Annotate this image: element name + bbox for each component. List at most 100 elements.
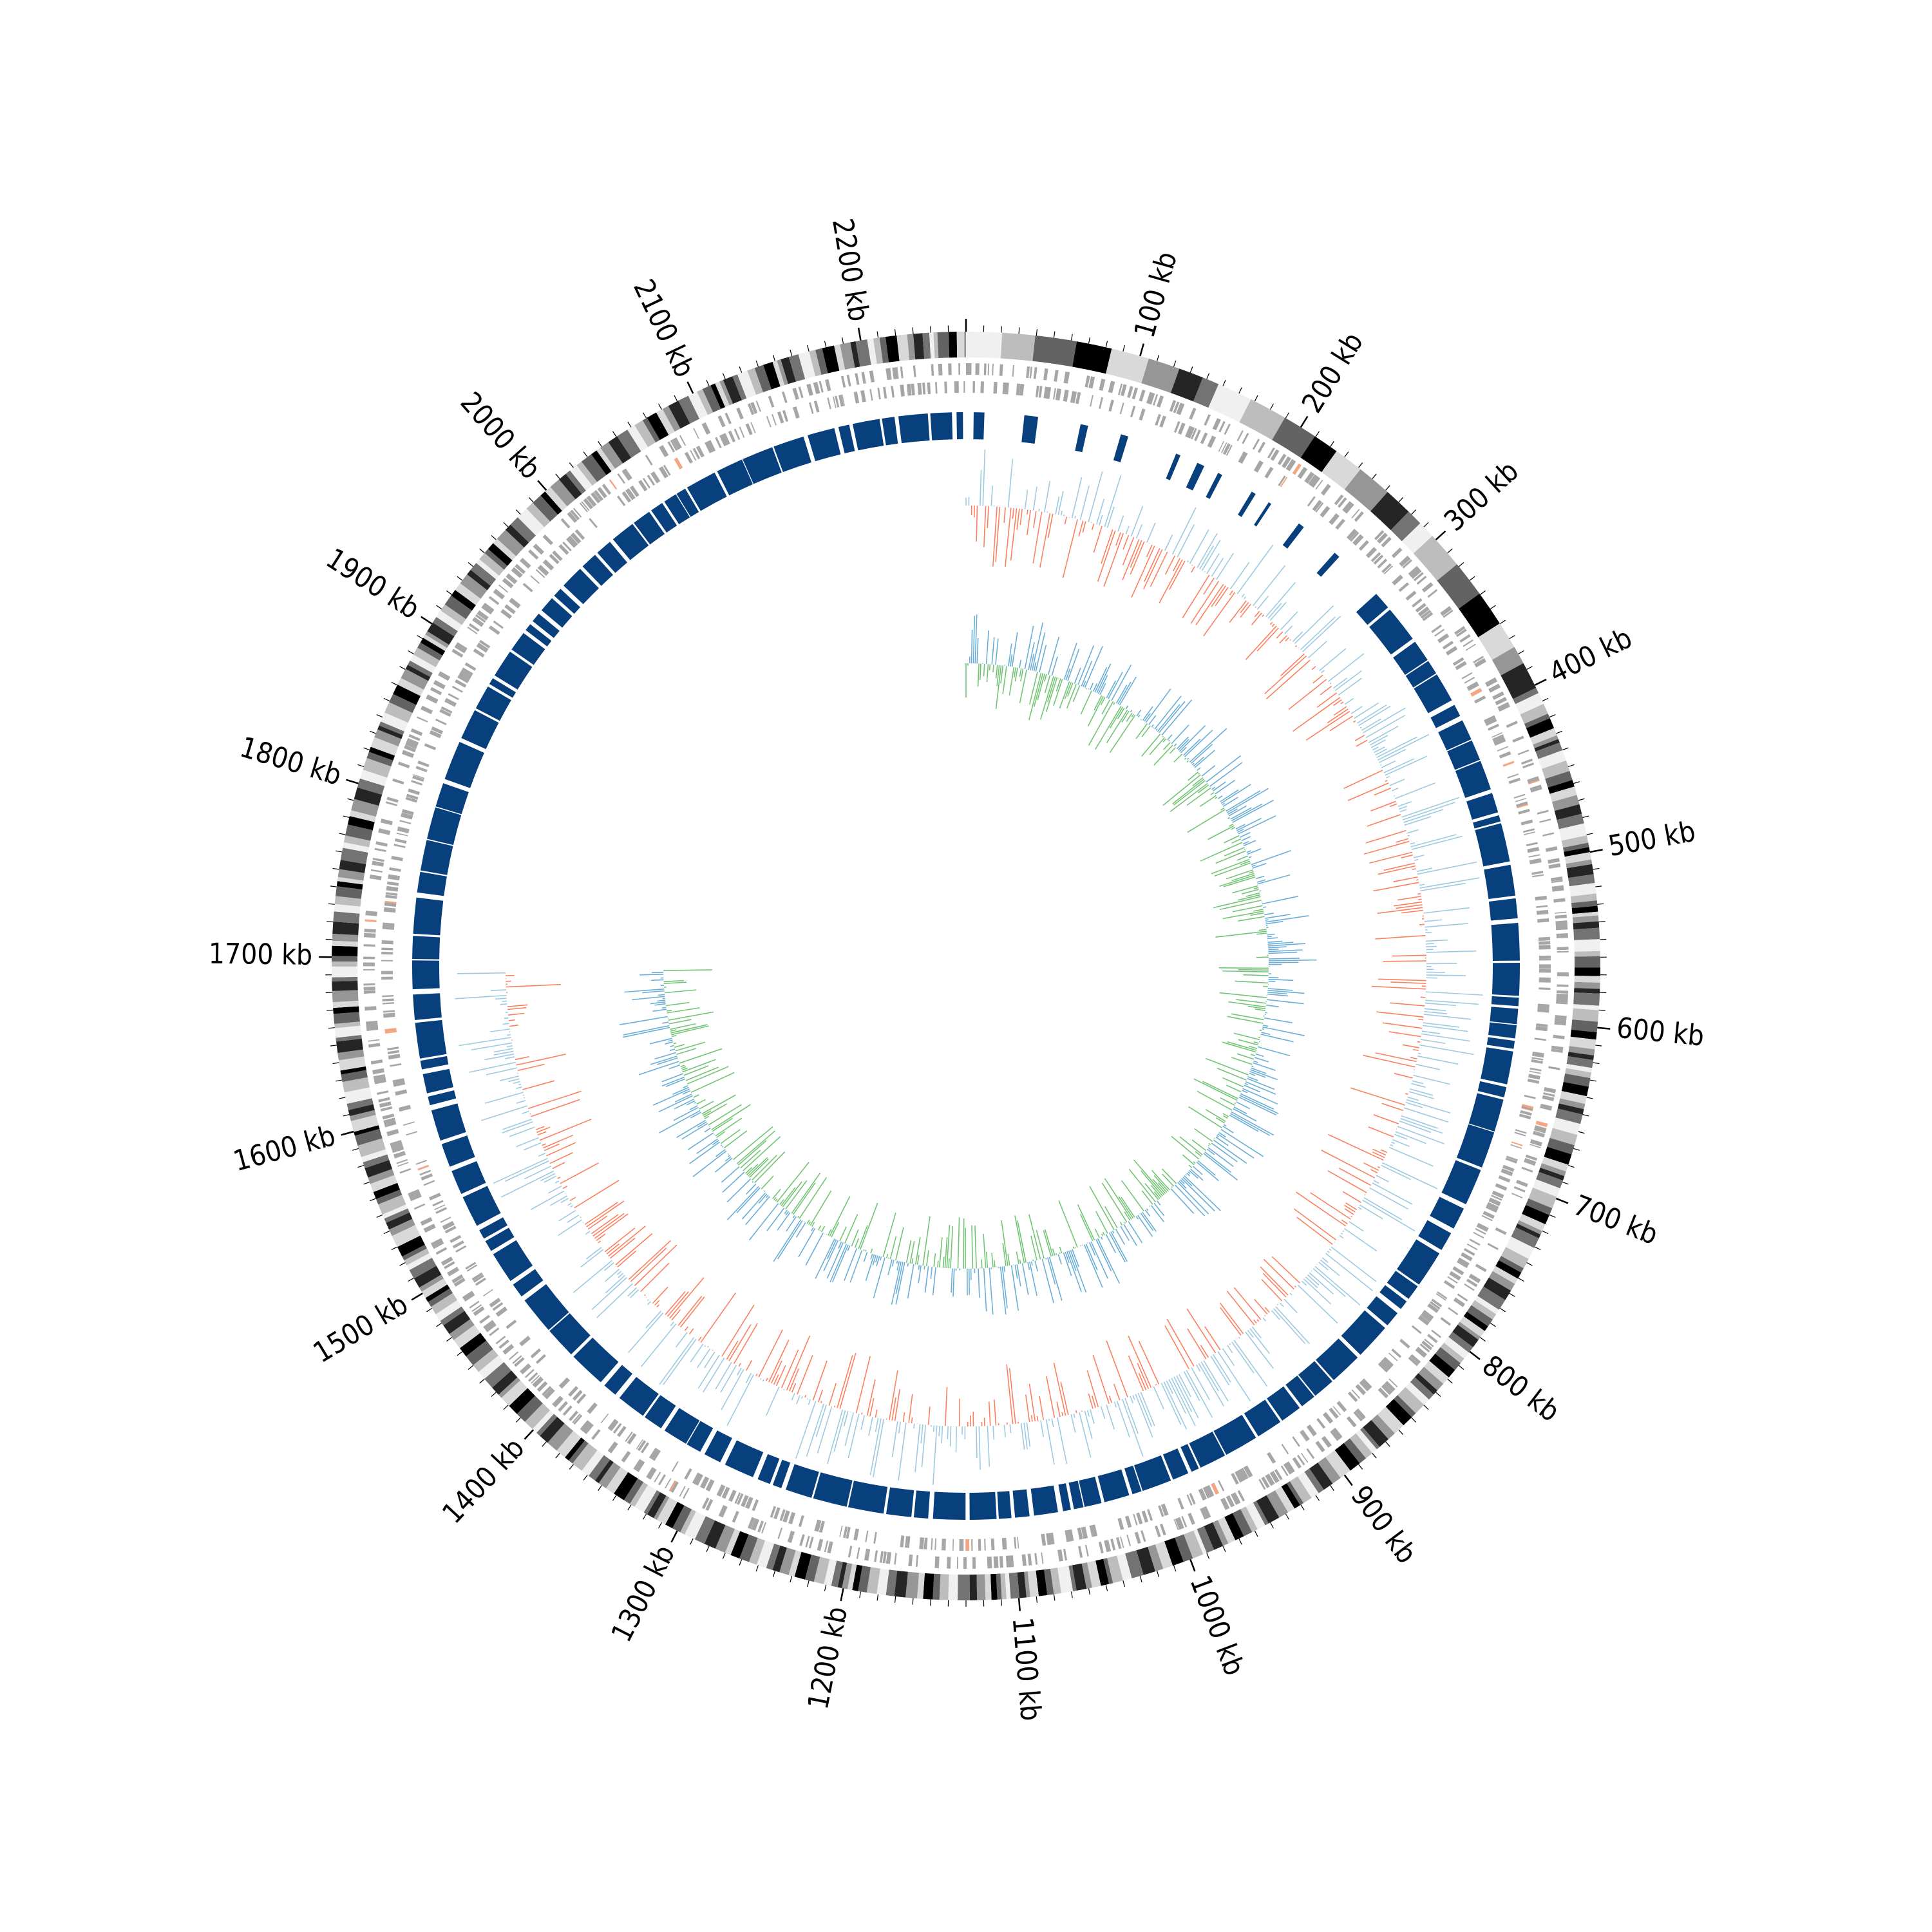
gene-feature — [734, 428, 741, 440]
skew-bar — [1394, 1073, 1413, 1079]
gene-feature — [519, 558, 531, 569]
gc-bar — [736, 1130, 776, 1164]
gene-feature — [911, 383, 915, 395]
gene-feature — [1497, 746, 1508, 752]
skew-bar — [1280, 611, 1298, 630]
ideogram-band — [1552, 1117, 1580, 1135]
gene-feature — [721, 1486, 730, 1499]
gc-bar — [924, 1266, 929, 1293]
gene-feature — [408, 1189, 420, 1197]
gene-feature — [724, 412, 732, 424]
gc-bar — [1227, 1016, 1264, 1024]
gene-feature — [363, 944, 375, 947]
skew-bar — [806, 1403, 824, 1457]
gc-bar — [661, 1076, 685, 1086]
minor-tick — [1254, 1530, 1258, 1537]
minor-tick — [642, 412, 647, 419]
ideogram-band — [1492, 647, 1524, 676]
gc-bar — [1233, 1032, 1260, 1041]
skew-bar — [726, 1340, 739, 1360]
gene-feature — [746, 1497, 753, 1510]
ideogram-band — [964, 332, 966, 358]
gc-bar — [1240, 831, 1251, 838]
gc-bar — [1220, 1097, 1235, 1106]
gene-feature — [1557, 947, 1569, 951]
gene-feature — [363, 962, 375, 967]
skew-bar — [1088, 1393, 1094, 1409]
gc-bar — [1252, 862, 1267, 869]
gc-bar — [1162, 735, 1164, 738]
gc-bar — [1053, 679, 1063, 706]
skew-bar — [560, 1198, 569, 1204]
skew-bar — [1103, 533, 1124, 587]
skew-bar — [1424, 1008, 1446, 1012]
gc-bar — [923, 1265, 925, 1270]
gene-feature — [1383, 565, 1393, 574]
gc-bar — [1019, 1259, 1021, 1264]
minor-tick — [1206, 373, 1210, 379]
gc-bar — [741, 1192, 766, 1220]
gene-feature — [819, 1520, 825, 1533]
gc-bar — [1198, 784, 1209, 793]
ideogram-band — [822, 345, 840, 374]
gc-bar — [1072, 1246, 1075, 1249]
minor-tick — [1556, 730, 1562, 734]
gc-bar — [1014, 1215, 1025, 1264]
gene-feature — [645, 455, 653, 466]
gene-feature — [1242, 433, 1249, 444]
skew-bar — [1341, 1219, 1348, 1225]
ideogram-band — [668, 401, 690, 429]
skew-bar — [1331, 1246, 1377, 1282]
gene-feature — [1508, 777, 1521, 784]
gene-feature — [980, 381, 985, 393]
gc-bar — [1044, 1229, 1054, 1256]
skew-bar — [1417, 1056, 1459, 1065]
gene-feature — [431, 726, 444, 735]
minor-tick — [376, 1214, 383, 1218]
gc-bar — [1230, 807, 1252, 820]
skew-bar — [1359, 726, 1362, 729]
gene-feature — [1310, 476, 1321, 488]
skew-bar — [587, 1215, 608, 1230]
skew-bar — [1339, 1235, 1344, 1239]
ideogram-band — [1437, 564, 1480, 609]
gene-feature — [1449, 1271, 1461, 1281]
skew-bar — [983, 1417, 985, 1426]
conserved-block — [848, 1481, 888, 1514]
gc-bar — [1074, 667, 1081, 684]
gc-bar — [775, 1198, 778, 1202]
gene-feature — [423, 1180, 435, 1186]
gene-feature — [528, 549, 539, 560]
gene-feature — [1120, 1536, 1124, 1548]
skew-bar — [797, 1355, 813, 1395]
gc-bar — [1236, 1053, 1255, 1060]
conserved-block — [1068, 1481, 1084, 1510]
gc-bar — [1244, 848, 1245, 850]
ideogram-band — [1571, 1019, 1598, 1033]
gc-bar — [1223, 1115, 1228, 1119]
conserved-block — [717, 459, 753, 496]
gene-feature — [922, 383, 926, 395]
gene-feature — [1175, 1517, 1182, 1530]
gene-feature — [1374, 530, 1385, 540]
gene-feature — [1474, 658, 1486, 668]
gc-bar — [829, 1244, 848, 1283]
conserved-block — [1113, 434, 1129, 462]
gene-feature — [387, 1046, 399, 1050]
ideogram-band — [1103, 1558, 1113, 1584]
skew-bar — [516, 1100, 526, 1104]
conserved-block — [743, 447, 782, 484]
gene-feature — [1149, 393, 1155, 405]
skew-bar — [544, 1175, 557, 1183]
gc-bar — [1195, 1151, 1202, 1157]
ideogram-band — [684, 1511, 706, 1540]
skew-bar — [1424, 919, 1443, 922]
ideogram-band — [1566, 859, 1593, 869]
gc-bar — [1236, 855, 1249, 861]
skew-bar — [1350, 706, 1363, 714]
minor-tick — [1358, 1464, 1363, 1470]
gc-bar — [1193, 1078, 1238, 1101]
gc-bar — [1192, 1166, 1203, 1175]
gene-feature — [1277, 453, 1287, 466]
conserved-block — [1162, 1448, 1189, 1480]
